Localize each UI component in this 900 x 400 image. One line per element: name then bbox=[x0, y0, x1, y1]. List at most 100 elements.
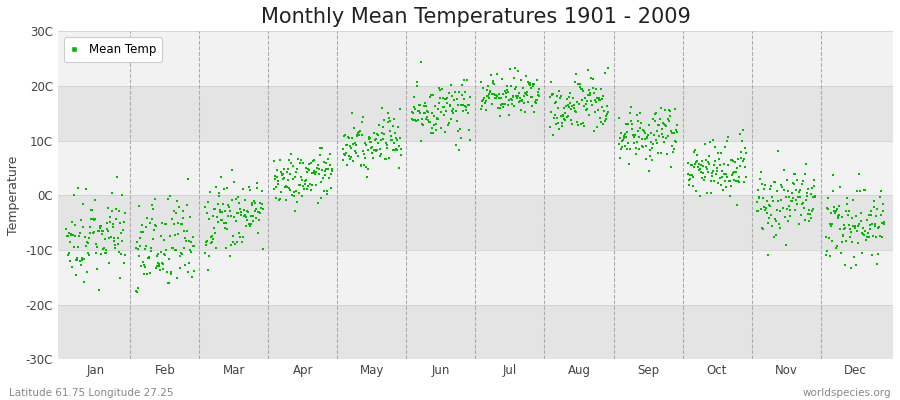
Point bbox=[543, 124, 557, 130]
Point bbox=[838, 262, 852, 268]
Point bbox=[577, 102, 591, 109]
Point bbox=[706, 162, 721, 168]
Point bbox=[462, 102, 476, 108]
Point bbox=[428, 127, 443, 133]
Point bbox=[656, 134, 670, 140]
Point bbox=[140, 271, 155, 277]
Point bbox=[524, 94, 538, 100]
Point bbox=[461, 102, 475, 108]
Point bbox=[646, 141, 661, 148]
Point bbox=[721, 161, 735, 168]
Point bbox=[575, 96, 590, 103]
Point bbox=[296, 160, 310, 166]
Point bbox=[202, 253, 217, 259]
Point bbox=[621, 140, 635, 146]
Point bbox=[585, 85, 599, 92]
Point bbox=[68, 232, 83, 239]
Point bbox=[712, 156, 726, 162]
Point bbox=[831, 212, 845, 219]
Point bbox=[197, 204, 211, 211]
Point bbox=[103, 235, 117, 242]
Point bbox=[550, 115, 564, 122]
Point bbox=[805, 208, 819, 214]
Point bbox=[663, 108, 678, 114]
Point bbox=[294, 177, 309, 184]
Point bbox=[306, 158, 320, 164]
Point bbox=[297, 186, 311, 192]
Point bbox=[84, 216, 98, 222]
Point bbox=[595, 104, 609, 110]
Point bbox=[715, 150, 729, 156]
Point bbox=[310, 169, 324, 176]
Point bbox=[661, 116, 675, 122]
Point bbox=[612, 114, 626, 121]
Point bbox=[489, 92, 503, 98]
Point bbox=[277, 166, 292, 172]
Point bbox=[244, 212, 258, 219]
Point bbox=[839, 208, 853, 215]
Point bbox=[406, 110, 420, 117]
Point bbox=[690, 152, 705, 158]
Point bbox=[495, 76, 509, 83]
Point bbox=[826, 172, 841, 178]
Point bbox=[502, 96, 517, 103]
Point bbox=[208, 206, 222, 212]
Point bbox=[820, 204, 834, 211]
Point bbox=[460, 77, 474, 84]
Point bbox=[104, 190, 119, 196]
Point bbox=[383, 137, 398, 143]
Point bbox=[858, 186, 872, 193]
Point bbox=[176, 208, 191, 214]
Point bbox=[147, 227, 161, 233]
Point bbox=[462, 126, 476, 133]
Point bbox=[548, 121, 562, 127]
Point bbox=[652, 133, 666, 139]
Point bbox=[770, 188, 785, 194]
Point bbox=[579, 107, 593, 113]
Point bbox=[863, 226, 878, 232]
Point bbox=[824, 221, 839, 227]
Point bbox=[284, 160, 299, 166]
Point bbox=[702, 161, 716, 168]
Point bbox=[857, 232, 871, 238]
Point bbox=[337, 151, 351, 157]
Point bbox=[698, 174, 712, 180]
Point bbox=[659, 123, 673, 130]
Point bbox=[509, 95, 524, 101]
Point bbox=[392, 142, 406, 149]
Point bbox=[870, 251, 885, 258]
Point bbox=[300, 185, 314, 192]
Point bbox=[336, 146, 350, 152]
Point bbox=[154, 249, 168, 255]
Point bbox=[420, 113, 435, 120]
Point bbox=[485, 80, 500, 86]
Point bbox=[828, 244, 842, 251]
Point bbox=[103, 218, 117, 225]
Point bbox=[732, 179, 746, 186]
Point bbox=[697, 170, 711, 176]
Point bbox=[569, 109, 583, 115]
Point bbox=[698, 141, 712, 147]
Point bbox=[411, 101, 426, 108]
Point bbox=[242, 183, 256, 190]
Point bbox=[480, 93, 494, 99]
Point bbox=[289, 188, 303, 194]
Point bbox=[705, 173, 719, 180]
Point bbox=[223, 253, 238, 260]
Point bbox=[493, 95, 508, 102]
Point bbox=[563, 106, 578, 112]
Point bbox=[562, 90, 577, 96]
Point bbox=[156, 266, 170, 272]
Point bbox=[628, 132, 643, 138]
Point bbox=[158, 236, 172, 243]
Point bbox=[354, 162, 368, 168]
Point bbox=[634, 110, 648, 116]
Point bbox=[69, 255, 84, 262]
Point bbox=[689, 158, 704, 164]
Point bbox=[511, 93, 526, 100]
Point bbox=[529, 97, 544, 104]
Point bbox=[634, 136, 649, 142]
Point bbox=[636, 128, 651, 134]
Point bbox=[828, 209, 842, 216]
Point bbox=[312, 171, 327, 178]
